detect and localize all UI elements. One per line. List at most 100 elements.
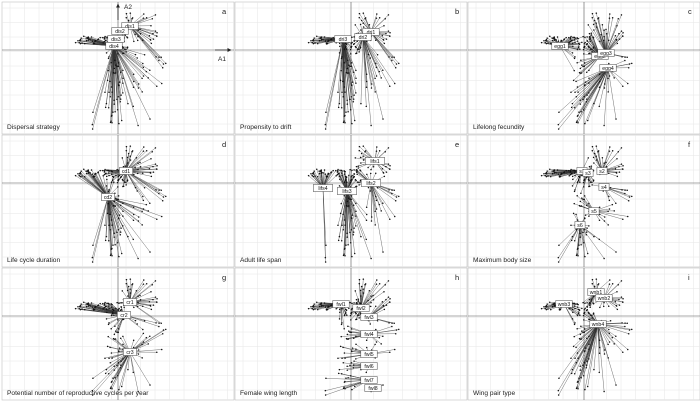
species-point xyxy=(348,64,350,66)
species-point xyxy=(341,322,343,324)
species-point xyxy=(343,173,346,175)
spoke-line xyxy=(362,36,372,88)
species-point xyxy=(620,163,623,165)
species-point xyxy=(582,181,585,184)
species-point xyxy=(111,312,114,315)
species-point xyxy=(118,122,120,125)
species-point xyxy=(109,121,112,124)
species-point xyxy=(615,335,617,338)
species-point xyxy=(119,101,122,103)
species-point xyxy=(569,38,572,40)
species-point xyxy=(551,172,554,175)
species-point xyxy=(117,308,120,311)
label-text: cd2 xyxy=(104,195,112,201)
species-point xyxy=(108,170,110,172)
species-point xyxy=(565,36,567,39)
species-point xyxy=(110,306,113,308)
species-point xyxy=(322,39,324,41)
species-point xyxy=(621,189,623,191)
species-point xyxy=(378,149,381,152)
label-text: fwl5 xyxy=(364,352,373,358)
species-point xyxy=(608,195,610,198)
label-text: lifs3 xyxy=(342,189,351,195)
species-point xyxy=(125,181,127,184)
species-point xyxy=(83,175,86,178)
species-point xyxy=(554,171,556,174)
species-point xyxy=(584,388,586,391)
spoke-line xyxy=(573,55,601,81)
spoke-line xyxy=(593,323,599,370)
label-box xyxy=(352,304,370,312)
species-point xyxy=(77,39,79,42)
species-point xyxy=(132,105,135,108)
spoke-line xyxy=(360,279,377,309)
species-point xyxy=(603,87,606,89)
species-point xyxy=(346,99,348,102)
label-box xyxy=(354,33,372,41)
species-point xyxy=(573,323,576,326)
label-box xyxy=(123,348,137,356)
species-point xyxy=(378,70,381,73)
spoke-line xyxy=(125,170,163,201)
species-point xyxy=(110,381,113,383)
species-point xyxy=(122,358,124,360)
species-point xyxy=(152,165,154,168)
species-point xyxy=(137,124,139,127)
species-point xyxy=(125,51,127,53)
spoke-line xyxy=(362,36,390,87)
species-point xyxy=(557,394,560,396)
spoke-line xyxy=(603,30,607,54)
species-point xyxy=(119,337,122,340)
label-box xyxy=(365,157,385,165)
species-point xyxy=(620,30,623,32)
species-point xyxy=(350,195,353,197)
species-point xyxy=(113,314,115,316)
species-point xyxy=(349,231,351,234)
species-point xyxy=(551,303,553,305)
species-point xyxy=(110,170,112,172)
species-point xyxy=(355,298,358,301)
species-point xyxy=(113,67,116,70)
label-text: egg3 xyxy=(600,51,612,57)
species-point xyxy=(372,298,375,301)
spoke-line xyxy=(360,279,364,309)
species-point xyxy=(560,172,562,175)
label-box xyxy=(574,221,586,229)
species-point xyxy=(578,204,581,207)
species-point xyxy=(384,18,387,20)
species-point xyxy=(589,301,591,304)
species-point xyxy=(125,48,127,51)
label-text: dri2 xyxy=(359,35,368,41)
species-point xyxy=(134,53,137,56)
species-point xyxy=(137,295,139,297)
species-point xyxy=(574,56,576,58)
species-point xyxy=(621,301,624,303)
species-point xyxy=(358,314,360,317)
species-point xyxy=(345,244,347,246)
species-point xyxy=(165,328,167,331)
species-point xyxy=(93,42,96,45)
species-point xyxy=(94,172,96,175)
label-text: wnb1 xyxy=(590,290,603,296)
spoke-line xyxy=(113,45,134,75)
spoke-line xyxy=(584,323,599,363)
spoke-line xyxy=(370,182,390,220)
panel-letter: d xyxy=(222,140,226,149)
spoke-line xyxy=(576,67,609,122)
species-point xyxy=(570,372,573,375)
species-point xyxy=(349,364,351,367)
species-point xyxy=(586,40,588,42)
species-point xyxy=(549,42,552,45)
species-point xyxy=(573,202,575,205)
species-point xyxy=(583,180,585,182)
species-point xyxy=(586,227,588,229)
species-point xyxy=(592,156,595,159)
species-point xyxy=(113,103,116,105)
species-point xyxy=(615,38,618,41)
species-point xyxy=(145,203,148,206)
species-point xyxy=(312,38,315,41)
species-point xyxy=(375,195,377,198)
species-point xyxy=(388,168,391,170)
species-point xyxy=(160,56,162,58)
species-point xyxy=(346,333,349,336)
